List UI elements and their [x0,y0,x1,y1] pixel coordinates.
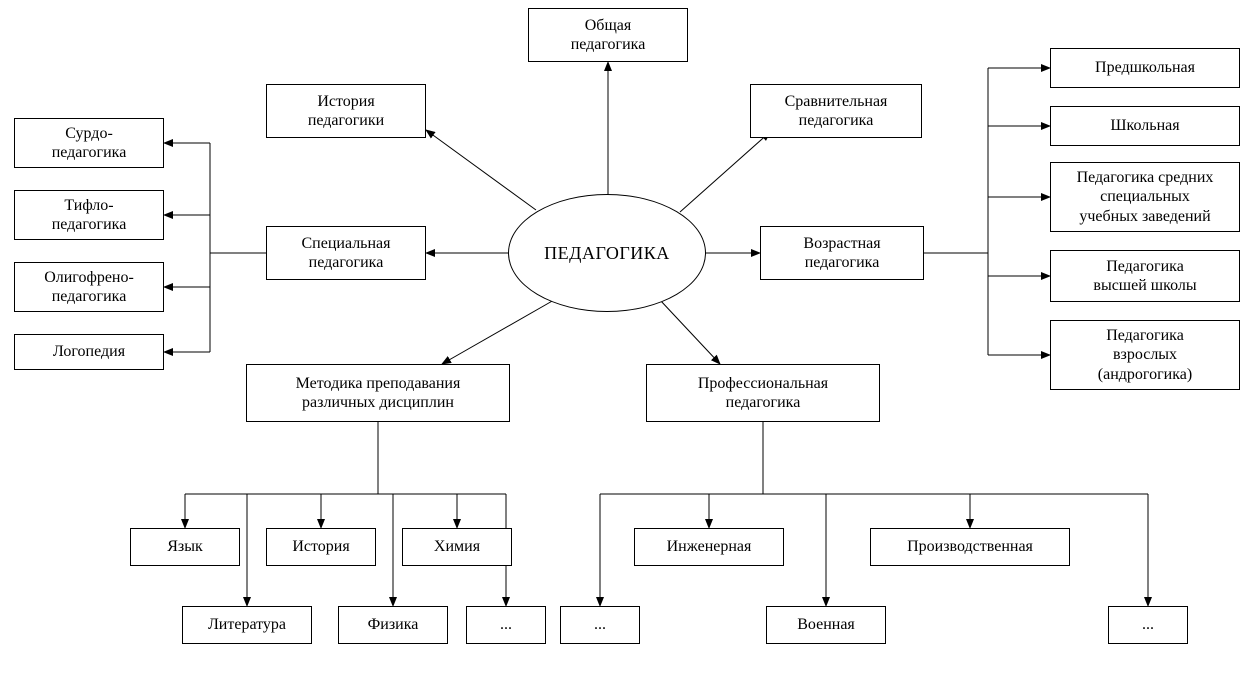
node-school: Школьная [1050,106,1240,146]
node-prof_more2: ... [1108,606,1188,644]
node-production: Производственная [870,528,1070,566]
node-logo-label: Логопедия [53,342,125,361]
node-prof_more2-label: ... [1142,615,1154,634]
node-prof_more1: ... [560,606,640,644]
node-adults: Педагогика взрослых (андрогогика) [1050,320,1240,390]
node-military-label: Военная [797,615,855,634]
node-meth_more-label: ... [500,615,512,634]
node-secondary-label: Педагогика средних специальных учебных з… [1077,168,1214,226]
node-surdo: Сурдо- педагогика [14,118,164,168]
node-lit-label: Литература [208,615,286,634]
node-age: Возрастная педагогика [760,226,924,280]
node-comparative: Сравнительная педагогика [750,84,922,138]
node-preschool: Предшкольная [1050,48,1240,88]
node-meth_more: ... [466,606,546,644]
node-tiflo-label: Тифло- педагогика [52,196,127,234]
node-logo: Логопедия [14,334,164,370]
node-phys-label: Физика [368,615,419,634]
node-professional: Профессиональная педагогика [646,364,880,422]
node-higher: Педагогика высшей школы [1050,250,1240,302]
node-engineer-label: Инженерная [667,537,752,556]
node-general-label: Общая педагогика [571,16,646,54]
node-lit: Литература [182,606,312,644]
node-adults-label: Педагогика взрослых (андрогогика) [1098,326,1192,384]
node-surdo-label: Сурдо- педагогика [52,124,127,162]
node-lang: Язык [130,528,240,566]
node-production-label: Производственная [907,537,1033,556]
node-methods-label: Методика преподавания различных дисципли… [296,374,461,412]
node-engineer: Инженерная [634,528,784,566]
node-phys: Физика [338,606,448,644]
node-oligo: Олигофрено- педагогика [14,262,164,312]
node-preschool-label: Предшкольная [1095,58,1195,77]
node-history_ped-label: История педагогики [308,92,384,130]
node-chem: Химия [402,528,512,566]
node-hist-label: История [292,537,349,556]
node-prof_more1-label: ... [594,615,606,634]
node-tiflo: Тифло- педагогика [14,190,164,240]
node-comparative-label: Сравнительная педагогика [785,92,888,130]
node-lang-label: Язык [167,537,203,556]
node-general: Общая педагогика [528,8,688,62]
node-higher-label: Педагогика высшей школы [1093,257,1196,295]
node-school-label: Школьная [1110,116,1179,135]
node-secondary: Педагогика средних специальных учебных з… [1050,162,1240,232]
node-methods: Методика преподавания различных дисципли… [246,364,510,422]
node-hist: История [266,528,376,566]
node-professional-label: Профессиональная педагогика [698,374,828,412]
node-military: Военная [766,606,886,644]
node-root-label: ПЕДАГОГИКА [544,243,670,264]
node-oligo-label: Олигофрено- педагогика [44,268,134,306]
node-age-label: Возрастная педагогика [803,234,880,272]
node-special-label: Специальная педагогика [301,234,390,272]
node-root: ПЕДАГОГИКА [508,194,706,312]
node-chem-label: Химия [434,537,480,556]
node-history_ped: История педагогики [266,84,426,138]
node-special: Специальная педагогика [266,226,426,280]
